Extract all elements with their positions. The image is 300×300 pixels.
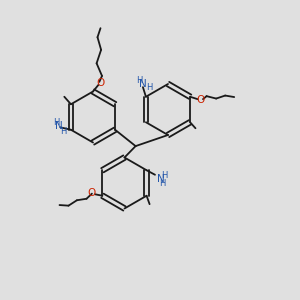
Text: H: H (60, 127, 66, 136)
Text: O: O (96, 78, 104, 88)
Text: O: O (196, 95, 205, 105)
Text: N: N (139, 79, 147, 89)
Text: H: H (159, 179, 165, 188)
Text: H: H (53, 118, 60, 127)
Text: H: H (146, 83, 152, 92)
Text: H: H (161, 171, 168, 180)
Text: O: O (87, 188, 95, 198)
Text: N: N (157, 174, 165, 184)
Text: N: N (55, 121, 63, 131)
Text: H: H (136, 76, 142, 85)
